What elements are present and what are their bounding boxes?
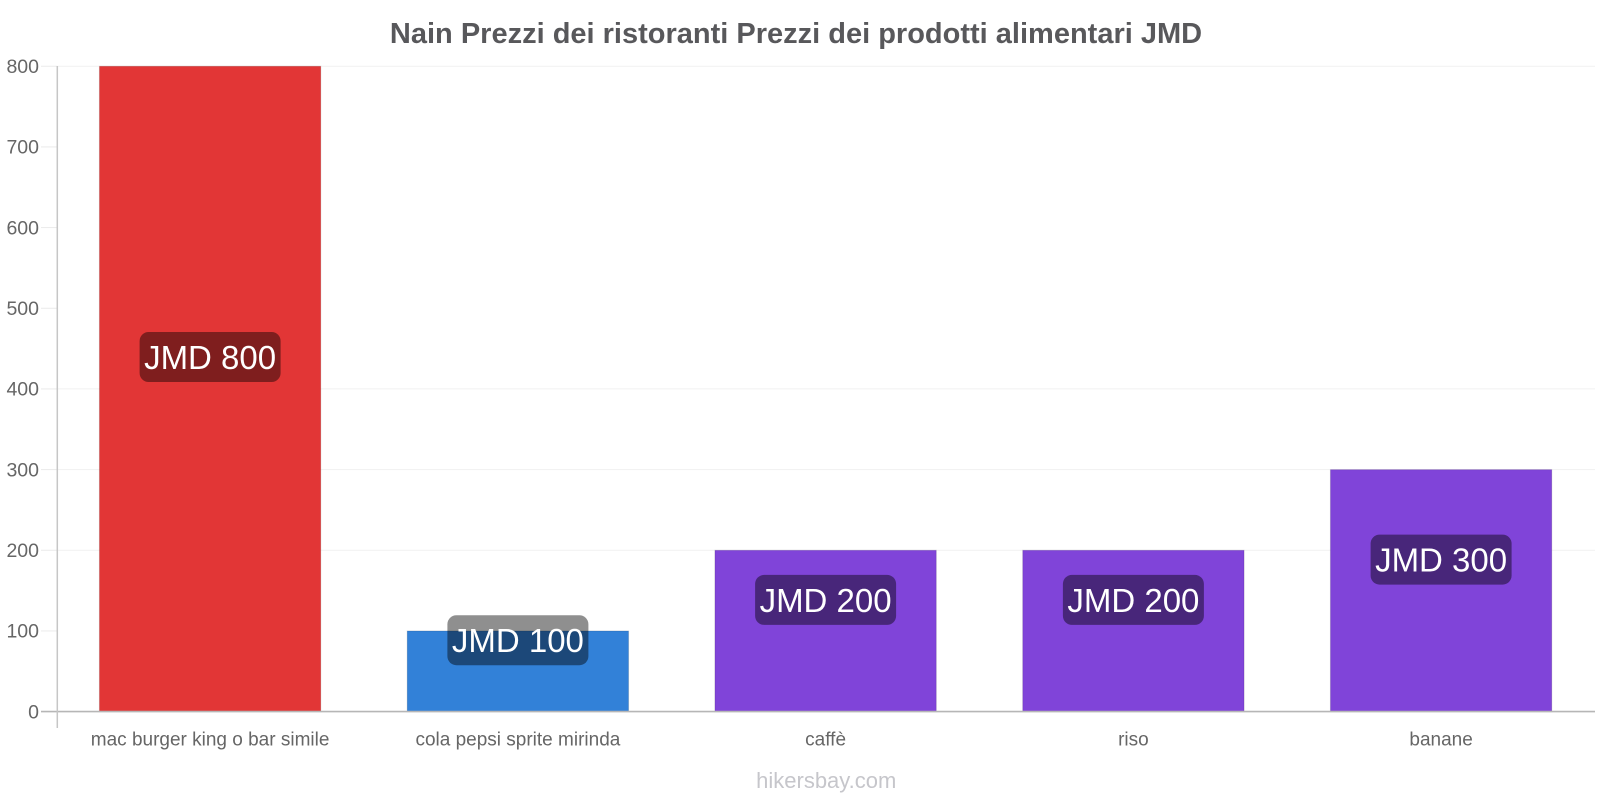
svg-text:hikersbay.com: hikersbay.com [756,768,896,793]
svg-text:100: 100 [6,621,39,643]
svg-text:caffè: caffè [805,729,846,750]
svg-text:200: 200 [6,540,39,562]
svg-text:500: 500 [6,298,39,320]
svg-text:JMD 100: JMD 100 [452,622,584,659]
svg-text:600: 600 [6,217,39,239]
svg-text:JMD 200: JMD 200 [760,582,892,619]
svg-text:JMD 300: JMD 300 [1375,542,1507,579]
svg-text:JMD 200: JMD 200 [1067,582,1199,619]
svg-text:JMD 800: JMD 800 [144,339,276,376]
svg-text:400: 400 [6,379,39,401]
svg-text:0: 0 [28,701,39,723]
svg-text:cola pepsi sprite mirinda: cola pepsi sprite mirinda [415,729,620,750]
svg-text:Nain Prezzi dei ristoranti Pre: Nain Prezzi dei ristoranti Prezzi dei pr… [390,18,1202,50]
svg-text:800: 800 [6,56,39,78]
svg-text:riso: riso [1118,729,1149,750]
svg-text:mac burger king o bar simile: mac burger king o bar simile [91,729,330,750]
svg-text:300: 300 [6,459,39,481]
svg-text:banane: banane [1409,729,1472,750]
svg-text:700: 700 [6,137,39,159]
